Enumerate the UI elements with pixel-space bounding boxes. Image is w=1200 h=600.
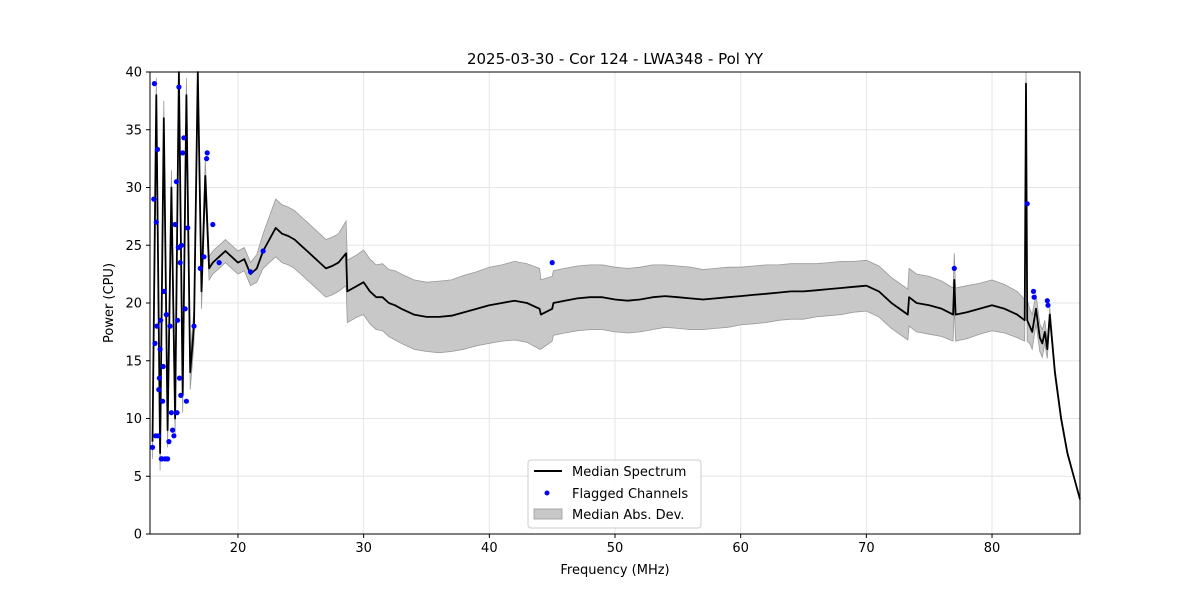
flagged-channel-point <box>156 375 162 381</box>
flagged-channel-point <box>176 84 182 90</box>
flagged-channel-point <box>177 260 183 266</box>
legend-label-flagged-channels: Flagged Channels <box>572 487 688 502</box>
legend-label-median-spectrum: Median Spectrum <box>572 465 686 480</box>
y-axis-ticks: 0 5 10 15 20 25 30 35 40 <box>125 66 150 543</box>
flagged-channel-point <box>175 317 181 323</box>
y-tick-label: 30 <box>125 181 142 196</box>
flagged-channel-point <box>160 398 166 404</box>
flagged-channel-point <box>1030 288 1037 294</box>
y-tick-label: 35 <box>125 123 142 138</box>
flagged-channel-point <box>171 433 177 439</box>
flagged-channel-point <box>1045 302 1051 308</box>
flagged-channel-point <box>201 254 207 260</box>
flagged-channel-point <box>172 221 178 228</box>
flagged-channel-point <box>151 81 157 87</box>
flagged-channel-point <box>165 456 171 462</box>
y-tick-label: 20 <box>125 297 142 312</box>
flagged-channel-point <box>1031 294 1037 300</box>
flagged-channel-point <box>182 306 188 312</box>
flagged-channel-point <box>160 363 166 370</box>
x-tick-label: 40 <box>481 541 498 556</box>
flagged-channel-point <box>1024 201 1030 207</box>
flagged-channel-point <box>161 288 167 294</box>
flagged-channel-point <box>178 392 184 398</box>
flagged-channel-point <box>168 410 174 416</box>
x-tick-label: 20 <box>230 541 247 556</box>
flagged-channel-point <box>181 135 187 141</box>
flagged-channel-point <box>166 439 172 445</box>
flagged-channel-point <box>158 317 164 323</box>
flagged-channel-point <box>152 340 158 346</box>
legend-dot-swatch <box>544 490 550 496</box>
flagged-channel-point <box>151 196 157 202</box>
flagged-channel-point <box>149 444 156 450</box>
flagged-channel-point <box>178 242 184 248</box>
y-tick-label: 40 <box>125 66 142 81</box>
flagged-channel-point <box>154 323 160 329</box>
legend-patch-swatch <box>533 508 563 520</box>
legend: Median Spectrum Flagged Channels Median … <box>527 459 702 529</box>
flagged-channel-point <box>260 248 266 254</box>
flagged-channel-point <box>163 312 169 318</box>
x-tick-label: 50 <box>607 541 624 556</box>
median-line-layer <box>151 71 1081 500</box>
flagged-channel-point <box>216 260 222 266</box>
y-tick-label: 0 <box>134 528 142 543</box>
flagged-channel-point <box>154 146 161 152</box>
x-tick-label: 60 <box>732 541 749 556</box>
flagged-channel-point <box>167 323 173 329</box>
x-axis-ticks: 20 30 40 50 60 70 80 <box>230 534 1001 556</box>
flagged-channel-point <box>210 221 216 228</box>
flagged-channel-point <box>183 398 189 404</box>
flagged-channel-point <box>156 387 162 393</box>
x-tick-label: 30 <box>355 541 372 556</box>
flagged-points-layer <box>149 81 1051 462</box>
flagged-channel-point <box>180 150 186 156</box>
flagged-channel-point <box>173 179 179 185</box>
median-spectrum-line <box>151 71 1081 500</box>
x-axis-label: Frequency (MHz) <box>560 563 669 578</box>
flagged-channel-point <box>185 225 191 231</box>
flagged-channel-point <box>191 323 197 329</box>
x-tick-label: 70 <box>858 541 875 556</box>
y-tick-label: 10 <box>125 412 142 427</box>
flagged-channel-point <box>951 265 957 271</box>
legend-label-median-abs-dev: Median Abs. Dev. <box>572 508 684 523</box>
flagged-channel-point <box>153 219 159 225</box>
y-tick-label: 25 <box>125 239 142 254</box>
flagged-channel-point <box>176 375 183 381</box>
flagged-channel-point <box>204 156 210 162</box>
x-tick-label: 80 <box>984 541 1001 556</box>
flagged-channel-point <box>174 410 180 416</box>
flagged-channel-point <box>204 150 210 156</box>
flagged-channel-point <box>170 427 176 433</box>
y-tick-label: 15 <box>125 354 142 369</box>
y-axis-label: Power (CPU) <box>102 263 117 343</box>
flagged-channel-point <box>197 265 203 271</box>
flagged-channel-point <box>549 260 555 266</box>
chart-title: 2025-03-30 - Cor 124 - LWA348 - Pol YY <box>467 50 764 68</box>
y-tick-label: 5 <box>134 470 142 485</box>
flagged-channel-point <box>1044 298 1050 304</box>
flagged-channel-point <box>155 433 161 439</box>
legend-box <box>527 459 702 529</box>
flagged-channel-point <box>247 269 254 275</box>
flagged-channel-point <box>157 346 163 352</box>
